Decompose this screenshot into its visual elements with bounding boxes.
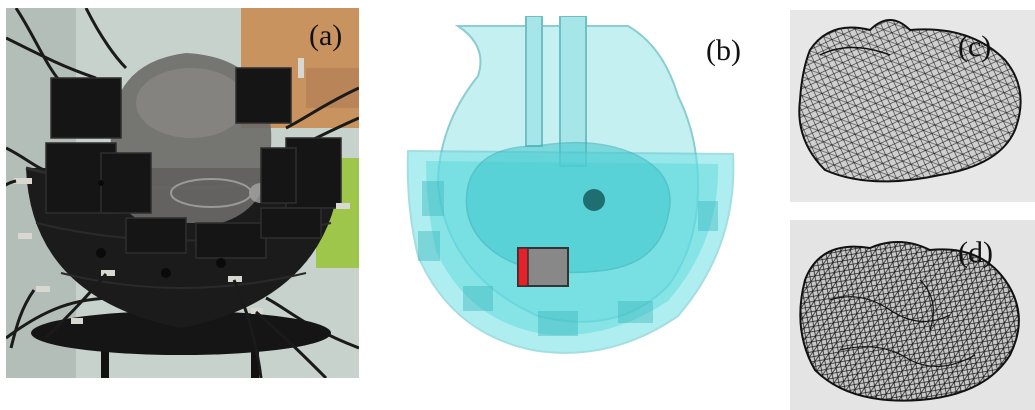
panel-b-label: (b) (706, 34, 741, 67)
panel-b-model: (b) (398, 16, 760, 376)
helmet-photo-image (6, 8, 359, 378)
translucent-head-model (406, 16, 735, 354)
panel-d-mesh: (d) (790, 220, 1035, 410)
panel-a-label: (a) (309, 19, 343, 52)
rough-brain-mesh (799, 240, 1020, 402)
panel-d-label: (d) (958, 236, 993, 269)
smooth-brain-mesh (798, 19, 1022, 183)
panel-c-mesh: (c) (790, 10, 1035, 202)
panel-a-photo: (a) (6, 8, 359, 378)
panel-c-label: (c) (958, 30, 992, 63)
